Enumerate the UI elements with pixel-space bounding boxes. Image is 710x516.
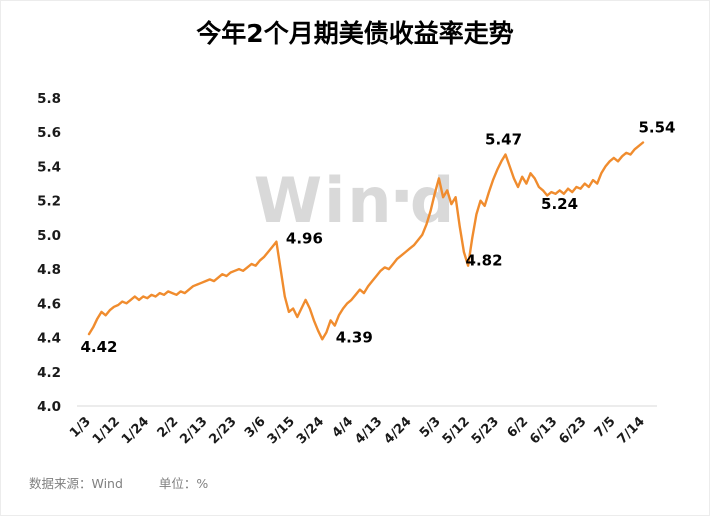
x-tick-label: 4/24 xyxy=(381,414,414,447)
watermark-text: Win xyxy=(253,164,394,237)
point-label: 5.24 xyxy=(541,195,578,213)
y-tick-label: 4.0 xyxy=(37,399,61,415)
point-label: 4.96 xyxy=(286,230,323,248)
y-tick-label: 4.2 xyxy=(37,365,61,381)
y-tick-label: 5.2 xyxy=(37,194,61,210)
data-source-label: 数据来源：Wind xyxy=(29,476,123,491)
chart-footer: 数据来源：Wind 单位：% xyxy=(29,473,244,492)
x-tick-label: 1/24 xyxy=(119,414,152,447)
point-label: 4.82 xyxy=(466,252,503,270)
yield-line xyxy=(87,141,645,341)
x-tick-label: 6/13 xyxy=(527,414,560,447)
point-label: 5.54 xyxy=(638,118,675,136)
unit-label: 单位：% xyxy=(158,476,209,491)
x-tick-label: 5/12 xyxy=(440,414,473,447)
x-tick-label: 1/12 xyxy=(90,414,123,447)
x-tick-label: 3/15 xyxy=(265,414,298,447)
point-label: 4.42 xyxy=(80,338,117,356)
chart-title: 今年2个月期美债收益率走势 xyxy=(196,19,514,48)
x-tick-label: 4/13 xyxy=(352,414,385,447)
y-tick-label: 5.0 xyxy=(37,228,61,244)
y-tick-label: 5.6 xyxy=(37,125,61,141)
y-tick-label: 4.4 xyxy=(37,331,61,347)
x-tick-label: 5/23 xyxy=(469,414,502,447)
point-label: 4.39 xyxy=(336,328,373,346)
x-tick-label: 2/13 xyxy=(177,414,210,447)
watermark-dot-icon: ▪ xyxy=(393,180,410,208)
y-tick-label: 4.8 xyxy=(37,262,61,278)
x-tick-label: 2/23 xyxy=(206,414,239,447)
x-tick-label: 3/24 xyxy=(294,414,327,447)
x-tick-label: 7/14 xyxy=(615,414,648,447)
point-label: 5.47 xyxy=(485,130,522,148)
y-tick-label: 5.4 xyxy=(37,159,61,175)
x-tick-label: 6/23 xyxy=(556,414,589,447)
y-tick-label: 5.8 xyxy=(37,91,61,107)
y-tick-label: 4.6 xyxy=(37,296,61,312)
